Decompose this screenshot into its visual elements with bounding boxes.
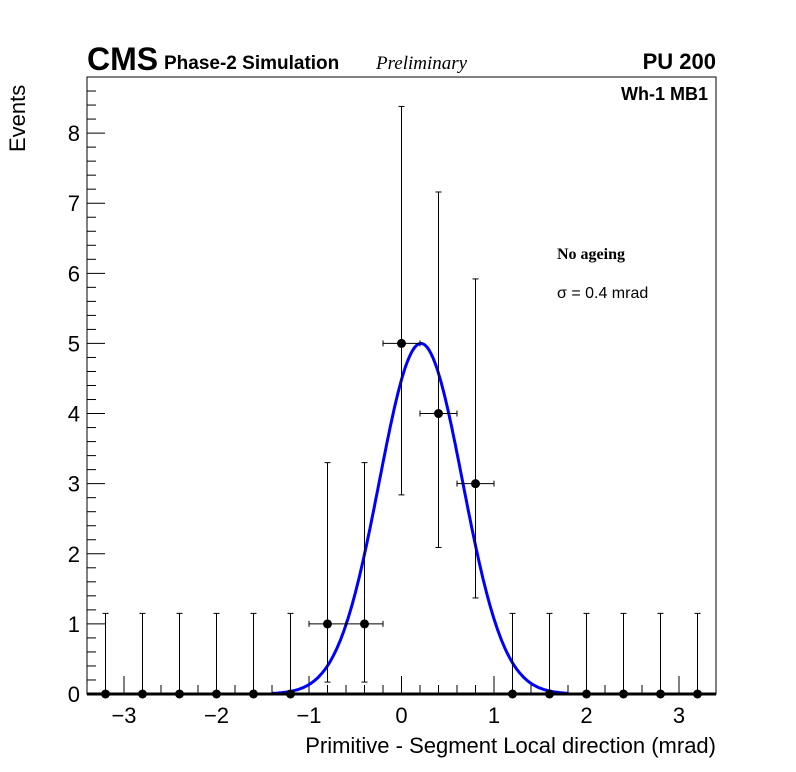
y-tick-label: 3 [68, 472, 80, 497]
data-point [345, 462, 384, 683]
data-marker [693, 689, 702, 699]
region-label: Wh-1 MB1 [621, 84, 708, 104]
data-point [308, 462, 347, 683]
x-tick-label: 2 [580, 703, 592, 728]
data-point [286, 612, 295, 699]
simulation-label: Phase-2 Simulation [164, 53, 339, 74]
y-tick-label: 5 [68, 331, 80, 356]
y-tick-label: 4 [68, 402, 80, 427]
data-marker [323, 619, 332, 629]
data-marker [212, 689, 221, 699]
data-point [138, 612, 147, 699]
y-axis-label: Events [5, 85, 30, 152]
data-marker [471, 479, 480, 489]
data-point [212, 612, 221, 699]
x-tick-label: 0 [395, 703, 407, 728]
data-marker [360, 619, 369, 629]
data-point [508, 612, 517, 699]
data-point [693, 612, 702, 699]
data-point [656, 612, 665, 699]
preliminary-label: Preliminary [375, 53, 468, 74]
annotation-sigma: σ = 0.4 mrad [557, 285, 648, 302]
data-marker [582, 689, 591, 699]
data-point [582, 612, 591, 699]
x-axis-label: Primitive - Segment Local direction (mra… [305, 733, 716, 758]
data-marker [545, 689, 554, 699]
data-marker [175, 689, 184, 699]
y-tick-label: 7 [68, 191, 80, 216]
data-marker [619, 689, 628, 699]
y-tick-label: 1 [68, 612, 80, 637]
x-tick-label: 3 [673, 703, 685, 728]
data-point [249, 612, 258, 699]
y-tick-label: 6 [68, 261, 80, 286]
x-tick-label: −3 [111, 703, 136, 728]
y-tick-label: 2 [68, 542, 80, 567]
data-marker [397, 338, 406, 348]
x-tick-label: −2 [204, 703, 229, 728]
y-tick-label: 8 [68, 121, 80, 146]
data-marker [286, 689, 295, 699]
data-marker [508, 689, 517, 699]
data-point [419, 191, 458, 548]
data-point [101, 612, 110, 699]
annotation-title: No ageing [557, 246, 625, 263]
pileup-label: PU 200 [643, 49, 716, 74]
data-marker [249, 689, 258, 699]
gaussian-fit-curve [271, 342, 569, 695]
data-point [456, 278, 495, 599]
x-tick-label: 1 [488, 703, 500, 728]
data-marker [656, 689, 665, 699]
data-point [382, 105, 421, 496]
data-point [619, 612, 628, 699]
x-tick-label: −1 [296, 703, 321, 728]
data-marker [434, 409, 443, 419]
data-point [545, 612, 554, 699]
y-tick-label: 0 [68, 682, 80, 707]
data-marker [138, 689, 147, 699]
data-marker [101, 689, 110, 699]
data-point [175, 612, 184, 699]
cms-label: CMS [87, 41, 158, 77]
